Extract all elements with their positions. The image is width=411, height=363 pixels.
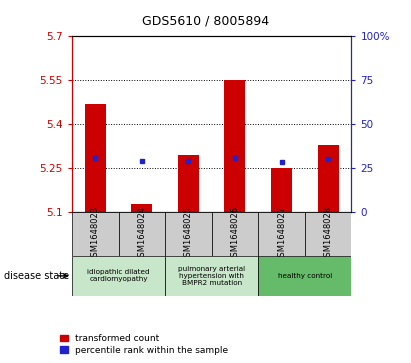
Bar [72, 256, 165, 296]
Bar [72, 212, 118, 256]
Bar [165, 256, 258, 296]
Text: pulmonary arterial
hypertension with
BMPR2 mutation: pulmonary arterial hypertension with BMP… [178, 266, 245, 286]
Text: GSM1648026: GSM1648026 [231, 206, 240, 262]
Bar [318, 145, 339, 212]
Text: GSM1648024: GSM1648024 [137, 206, 146, 262]
Bar [258, 256, 351, 296]
Text: GSM1648025: GSM1648025 [184, 206, 193, 262]
Text: GDS5610 / 8005894: GDS5610 / 8005894 [142, 15, 269, 28]
Bar [212, 212, 258, 256]
Bar [178, 155, 199, 212]
Bar [305, 212, 351, 256]
Bar [85, 104, 106, 212]
Text: idiopathic dilated
cardiomyopathy: idiopathic dilated cardiomyopathy [87, 269, 150, 282]
Legend: transformed count, percentile rank within the sample: transformed count, percentile rank withi… [58, 333, 230, 357]
Bar [118, 212, 165, 256]
Text: disease state: disease state [4, 271, 69, 281]
Bar [131, 204, 152, 212]
Bar [165, 212, 212, 256]
Bar [271, 168, 292, 212]
Bar [258, 212, 305, 256]
Text: GSM1648023: GSM1648023 [91, 206, 100, 262]
Text: GSM1648027: GSM1648027 [277, 206, 286, 262]
Text: GSM1648028: GSM1648028 [323, 206, 332, 262]
Bar [224, 80, 245, 212]
Text: healthy control: healthy control [278, 273, 332, 279]
